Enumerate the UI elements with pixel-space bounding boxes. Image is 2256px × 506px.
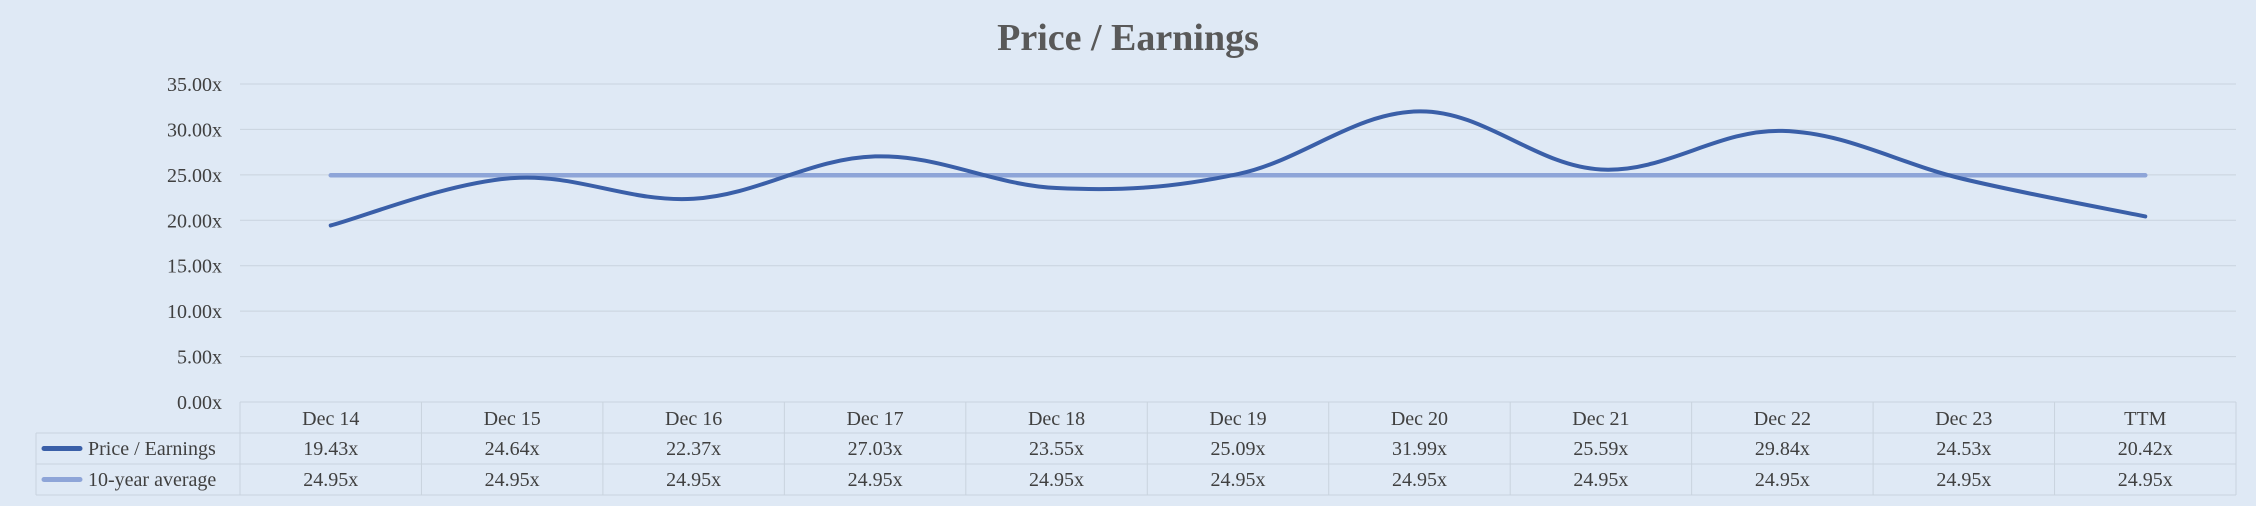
y-tick-label: 35.00x (167, 74, 222, 96)
data-table-value: 24.95x (1573, 469, 1628, 491)
data-table-value: 31.99x (1392, 438, 1447, 460)
y-tick-label: 0.00x (177, 392, 222, 414)
y-tick-label: 10.00x (167, 301, 222, 323)
x-category-label: Dec 16 (665, 408, 722, 430)
x-category-label: TTM (2124, 408, 2166, 430)
data-table-value: 24.53x (1936, 438, 1991, 460)
x-category-label: Dec 14 (302, 408, 359, 430)
data-table-value: 25.59x (1573, 438, 1628, 460)
x-category-label: Dec 18 (1028, 408, 1085, 430)
data-table-value: 24.95x (1211, 469, 1266, 491)
y-tick-label: 30.00x (167, 119, 222, 141)
y-tick-label: 20.00x (167, 210, 222, 232)
data-table-value: 24.95x (1755, 469, 1810, 491)
data-table-value: 24.64x (485, 438, 540, 460)
data-table-value: 24.95x (1936, 469, 1991, 491)
y-tick-label: 15.00x (167, 256, 222, 278)
data-table-value: 24.95x (485, 469, 540, 491)
data-table-value: 22.37x (666, 438, 721, 460)
data-table-value: 29.84x (1755, 438, 1810, 460)
x-category-label: Dec 20 (1391, 408, 1448, 430)
data-table-value: 24.95x (303, 469, 358, 491)
x-category-label: Dec 15 (484, 408, 541, 430)
y-tick-label: 5.00x (177, 347, 222, 369)
data-table-value: 24.95x (666, 469, 721, 491)
x-category-label: Dec 21 (1572, 408, 1629, 430)
data-table-value: 19.43x (303, 438, 358, 460)
legend-label: 10-year average (88, 469, 216, 491)
data-table-value: 24.95x (1029, 469, 1084, 491)
data-table-value: 24.95x (848, 469, 903, 491)
data-table-value: 24.95x (2118, 469, 2173, 491)
x-category-label: Dec 19 (1209, 408, 1266, 430)
data-table-value: 27.03x (848, 438, 903, 460)
data-table-value: 20.42x (2118, 438, 2173, 460)
legend-label: Price / Earnings (88, 438, 216, 460)
data-table-value: 23.55x (1029, 438, 1084, 460)
series-line-price-earnings (328, 109, 2148, 228)
x-category-label: Dec 23 (1935, 408, 1992, 430)
x-category-label: Dec 17 (846, 408, 903, 430)
data-table-value: 25.09x (1211, 438, 1266, 460)
data-table-value: 24.95x (1392, 469, 1447, 491)
x-category-label: Dec 22 (1754, 408, 1811, 430)
y-tick-label: 25.00x (167, 165, 222, 187)
chart-title: Price / Earnings (997, 17, 1259, 59)
